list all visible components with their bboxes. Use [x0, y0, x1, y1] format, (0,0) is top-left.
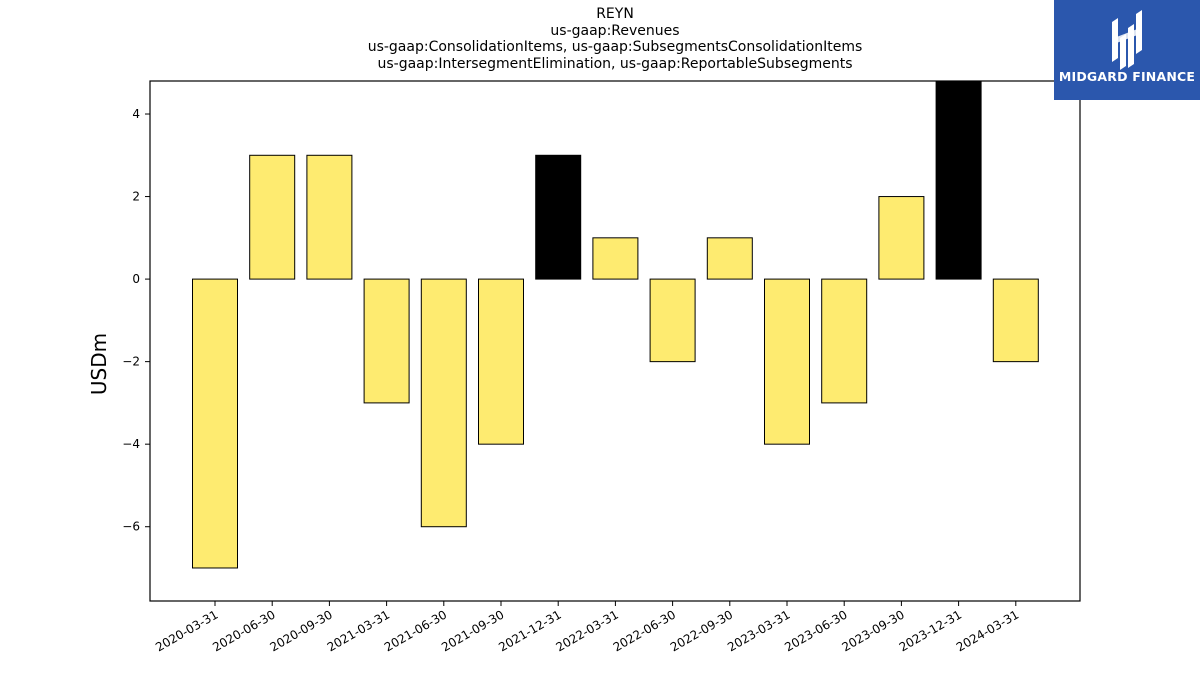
logo-text: MIDGARD FINANCE	[1058, 69, 1196, 84]
bar-2021-06-30	[420, 278, 467, 528]
chart-subtitle-axis-2: us-gaap:IntersegmentElimination, us-gaap…	[377, 55, 853, 72]
y-tick-label: 0	[132, 272, 140, 286]
y-tick-label: −2	[122, 355, 140, 369]
x-tick-label: 2020-09-30	[267, 607, 334, 654]
y-tick-label: 2	[132, 190, 140, 204]
chart-title-block: REYN us-gaap:Revenues us-gaap:Consolidat…	[0, 6, 1200, 72]
x-tick-label: 2023-06-30	[782, 607, 849, 654]
chart-subtitle-axis-1: us-gaap:ConsolidationItems, us-gaap:Subs…	[367, 39, 863, 55]
bar-2023-09-30	[878, 196, 925, 280]
bar-2023-03-31	[764, 278, 810, 445]
y-tick-label: 4	[132, 107, 140, 121]
midgard-logo-icon	[1112, 10, 1142, 70]
bar-2020-06-30	[249, 154, 296, 280]
x-tick-label: 2021-09-30	[439, 607, 506, 654]
x-tick-label: 2020-03-31	[153, 607, 220, 654]
bar-2021-09-30	[478, 278, 524, 445]
x-tick-label: 2023-12-31	[897, 607, 964, 654]
x-tick-label: 2021-12-31	[496, 607, 563, 654]
x-tick-label: 2021-03-31	[325, 607, 392, 654]
x-tick-label: 2022-06-30	[611, 607, 678, 654]
x-tick-label: 2021-06-30	[382, 607, 449, 654]
bar-2022-09-30	[706, 237, 753, 280]
y-axis-label: USDm	[87, 333, 111, 395]
bar-2020-09-30	[306, 154, 353, 280]
bar-2021-12-31	[535, 154, 582, 280]
x-tick-label: 2023-09-30	[839, 607, 906, 654]
x-tick-label: 2022-09-30	[668, 607, 735, 654]
bar-2022-03-31	[592, 237, 639, 280]
x-tick-label: 2020-06-30	[210, 607, 277, 654]
x-tick-label: 2024-03-31	[954, 607, 1021, 654]
bar-2024-03-31	[992, 278, 1039, 363]
x-tick-label: 2023-03-31	[725, 607, 792, 654]
chart-title: REYN	[596, 6, 634, 22]
bar-2023-06-30	[821, 278, 868, 404]
chart-subtitle-concept: us-gaap:Revenues	[550, 22, 680, 39]
x-tick-label: 2022-03-31	[553, 607, 620, 654]
bar-2020-03-31	[192, 278, 238, 569]
bar-2023-12-31	[935, 81, 982, 280]
y-tick-label: −6	[122, 520, 140, 534]
midgard-finance-logo: MIDGARD FINANCE	[1054, 0, 1200, 100]
y-tick-label: −4	[122, 437, 140, 451]
bar-2022-06-30	[649, 278, 696, 363]
bar-2021-03-31	[363, 278, 410, 404]
